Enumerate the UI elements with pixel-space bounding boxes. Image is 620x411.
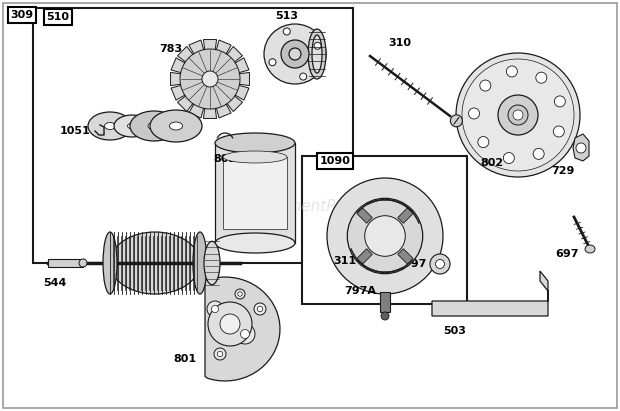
Ellipse shape [308,29,326,79]
Circle shape [503,152,515,164]
Circle shape [347,198,423,274]
Text: 503: 503 [443,326,466,336]
Ellipse shape [167,119,172,133]
Polygon shape [356,249,372,264]
Circle shape [478,136,489,148]
Ellipse shape [193,232,207,294]
Text: 801: 801 [174,354,197,364]
Ellipse shape [312,35,322,73]
Circle shape [241,330,249,339]
Text: 1051: 1051 [60,126,91,136]
Polygon shape [170,39,249,118]
Ellipse shape [215,133,295,153]
Bar [302,156,467,304]
Ellipse shape [161,119,167,133]
Polygon shape [432,271,548,316]
Circle shape [536,72,547,83]
Text: 544: 544 [43,278,67,288]
Ellipse shape [169,122,182,130]
Polygon shape [573,134,589,161]
Bar [380,292,390,312]
Polygon shape [205,277,280,381]
Ellipse shape [156,119,161,133]
Polygon shape [397,249,414,264]
Polygon shape [397,208,414,223]
Circle shape [214,348,226,360]
Bar [215,143,295,243]
Text: 309: 309 [11,10,33,20]
Ellipse shape [88,112,132,140]
Circle shape [202,71,218,87]
Ellipse shape [289,48,301,60]
Circle shape [508,105,528,125]
Circle shape [207,301,223,317]
Circle shape [235,324,255,344]
Text: 797A: 797A [344,286,376,296]
Circle shape [469,108,479,119]
Circle shape [533,148,544,159]
Text: 697: 697 [556,249,578,259]
Circle shape [254,303,266,315]
Ellipse shape [79,259,87,267]
Circle shape [553,126,564,137]
Bar [48,259,83,267]
Ellipse shape [110,232,200,294]
Ellipse shape [103,232,117,294]
Bar [223,157,287,229]
Circle shape [327,178,443,294]
Circle shape [513,110,523,120]
Circle shape [211,305,219,313]
Circle shape [554,96,565,107]
Circle shape [235,289,245,299]
Text: 803: 803 [213,154,236,164]
Polygon shape [356,208,372,223]
Circle shape [462,59,574,171]
Circle shape [381,312,389,320]
Ellipse shape [148,122,160,130]
Ellipse shape [223,151,287,163]
Text: 783: 783 [159,44,182,54]
Circle shape [365,216,405,256]
Circle shape [576,143,586,153]
Circle shape [507,66,517,77]
Circle shape [208,302,252,346]
Text: 797: 797 [404,259,427,269]
Text: 1090: 1090 [319,156,350,166]
Text: eReplacementParts.com: eReplacementParts.com [216,199,404,213]
Ellipse shape [264,24,326,84]
Text: 513: 513 [275,11,298,21]
Ellipse shape [105,122,115,129]
Ellipse shape [150,110,202,142]
Ellipse shape [130,111,178,141]
Ellipse shape [450,115,463,127]
Circle shape [220,314,240,334]
Circle shape [498,95,538,135]
Ellipse shape [128,123,136,129]
Circle shape [283,28,290,35]
Bar [33,8,353,263]
Text: 510: 510 [46,12,69,22]
Text: 729: 729 [551,166,575,176]
Ellipse shape [215,233,295,253]
Circle shape [435,259,445,268]
Ellipse shape [585,245,595,253]
Circle shape [180,49,240,109]
Circle shape [237,292,242,296]
Text: 802: 802 [480,158,503,168]
Circle shape [480,80,491,91]
Circle shape [217,351,223,357]
Text: 311: 311 [334,256,356,266]
Text: 310: 310 [389,38,412,48]
Circle shape [269,59,276,66]
Circle shape [299,73,307,80]
Ellipse shape [281,40,309,68]
Ellipse shape [204,241,220,285]
Circle shape [314,42,321,49]
Circle shape [456,53,580,177]
Ellipse shape [114,115,150,137]
Circle shape [257,306,263,312]
Circle shape [430,254,450,274]
